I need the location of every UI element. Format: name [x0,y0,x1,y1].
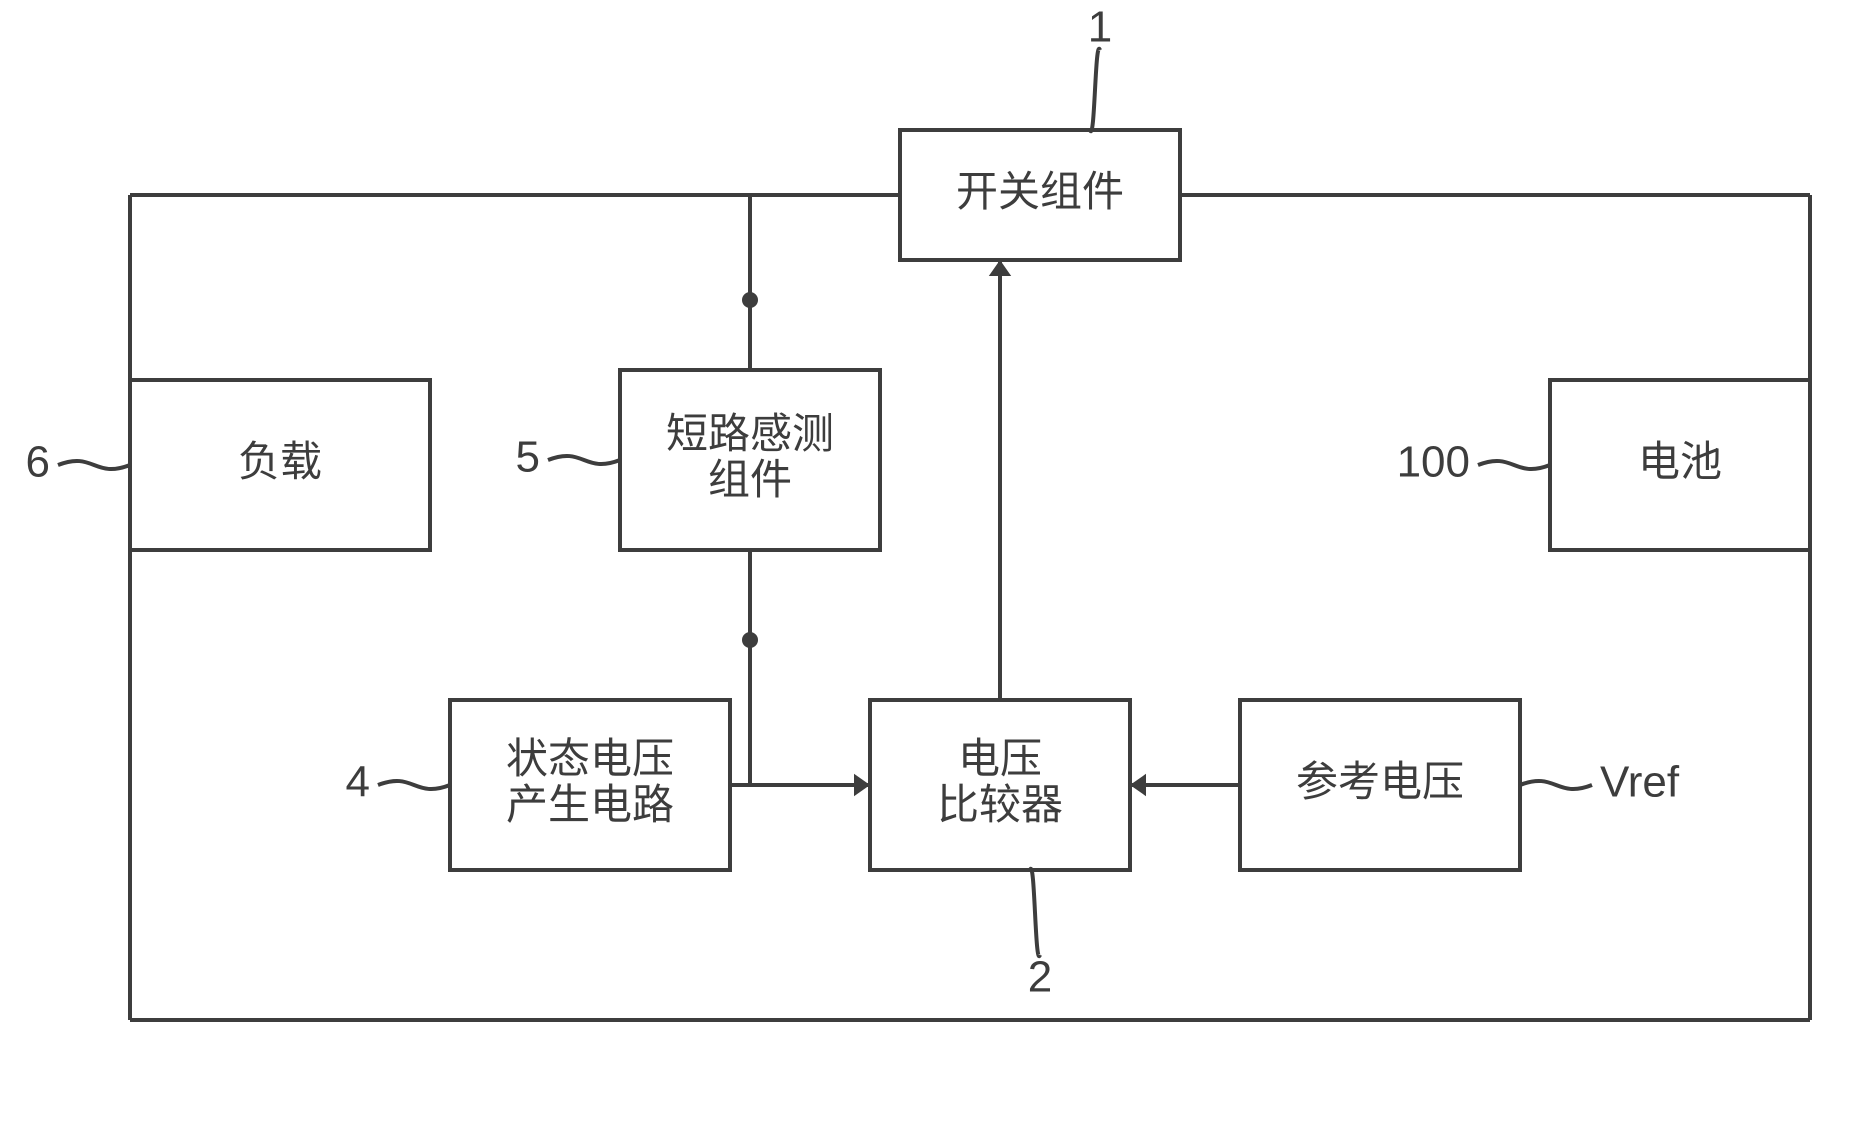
ref-leader [1030,869,1040,956]
comp-label-0: 电压 [958,735,1042,782]
arrow-head [989,260,1011,276]
short-dot-bottom [742,632,758,648]
ref-leader [1520,781,1592,789]
battery-label: 电池 [1638,438,1722,485]
ref-4: 4 [346,758,370,807]
ref-1: 1 [1088,3,1112,52]
state-label-1: 产生电路 [506,781,674,828]
ref-leader [1090,49,1100,132]
comp-label-1: 比较器 [937,781,1063,828]
short-label-0: 短路感测 [666,410,834,457]
vref-label: 参考电压 [1296,758,1464,805]
short-label-1: 组件 [708,456,792,503]
arrow-head [1130,774,1146,796]
ref-2: 2 [1028,953,1052,1002]
ref-5: 5 [516,433,540,482]
ref-leader [378,781,450,789]
ref-100: 100 [1397,438,1470,487]
ref-leader [1478,461,1550,469]
ref-leader [58,461,130,469]
arrow-head [854,774,870,796]
ref-6: 6 [26,438,50,487]
switch-label: 开关组件 [956,168,1124,215]
state-label-0: 状态电压 [506,735,674,782]
load-label: 负载 [238,438,322,485]
short-dot-top [742,292,758,308]
ref-leader [548,456,620,464]
ref-vref: Vref [1600,758,1680,807]
